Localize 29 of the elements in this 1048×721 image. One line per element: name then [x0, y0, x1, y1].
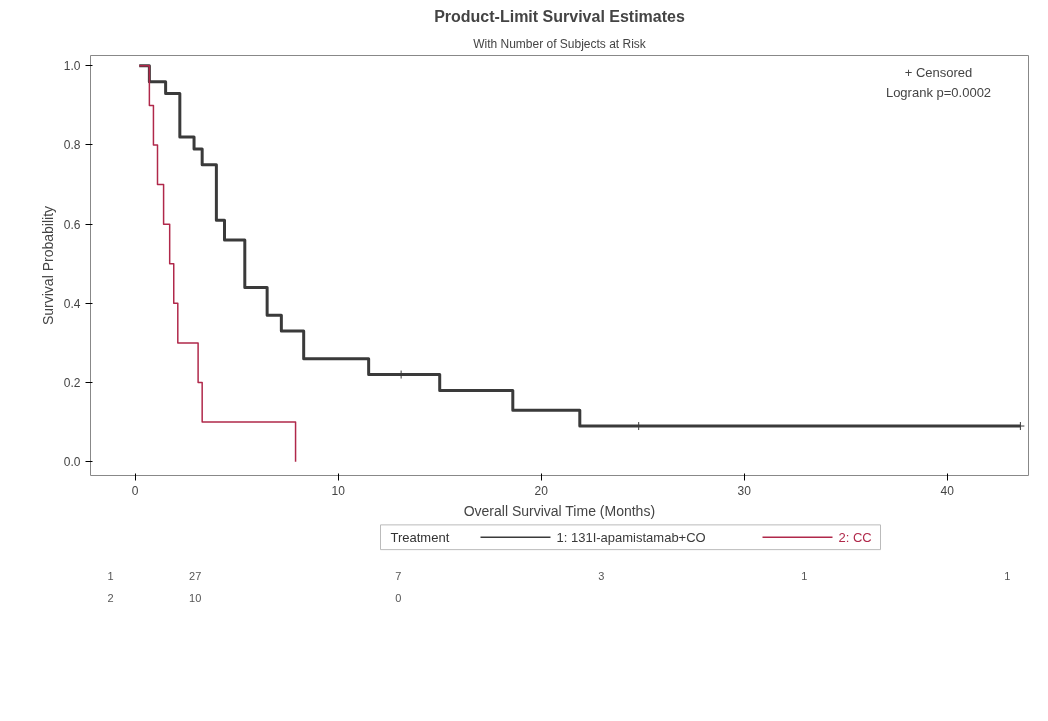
text: 7 [395, 569, 402, 582]
x-tick-label: 0 [131, 483, 139, 498]
y-tick-label: 1.0 [63, 59, 81, 74]
text: 1 [801, 569, 808, 582]
annotation: Logrank p=0.0002 [885, 84, 992, 100]
y-tick-label: 0.6 [63, 217, 81, 232]
text: 10 [189, 592, 202, 604]
text: 0 [395, 592, 402, 604]
text: 3 [598, 569, 605, 582]
y-tick-label: 0.2 [63, 375, 81, 390]
x-tick-label: 40 [940, 483, 955, 498]
chart-subtitle: With Number of Subjects at Risk [473, 36, 647, 51]
y-tick-label: 0.8 [63, 138, 81, 153]
x-tick-label: 10 [331, 483, 346, 498]
y-tick-label: 0.0 [63, 455, 81, 470]
text: 1: 131I-apamistamab+CO [556, 529, 706, 545]
x-tick-label: 20 [534, 483, 549, 498]
text: 2: CC [838, 529, 872, 545]
text: 1 [107, 569, 114, 582]
y-tick-label: 0.4 [63, 296, 81, 311]
annotation: + Censored [904, 64, 973, 80]
legend-title: Treatment [390, 529, 450, 545]
x-axis-title: Overall Survival Time (Months) [463, 502, 656, 519]
text: 2 [107, 592, 114, 604]
text: 1 [1004, 569, 1011, 582]
chart-title: Product-Limit Survival Estimates [434, 7, 685, 25]
y-axis-title: Survival Probability [39, 205, 56, 326]
x-tick-label: 30 [737, 483, 752, 498]
text: 27 [189, 569, 202, 582]
